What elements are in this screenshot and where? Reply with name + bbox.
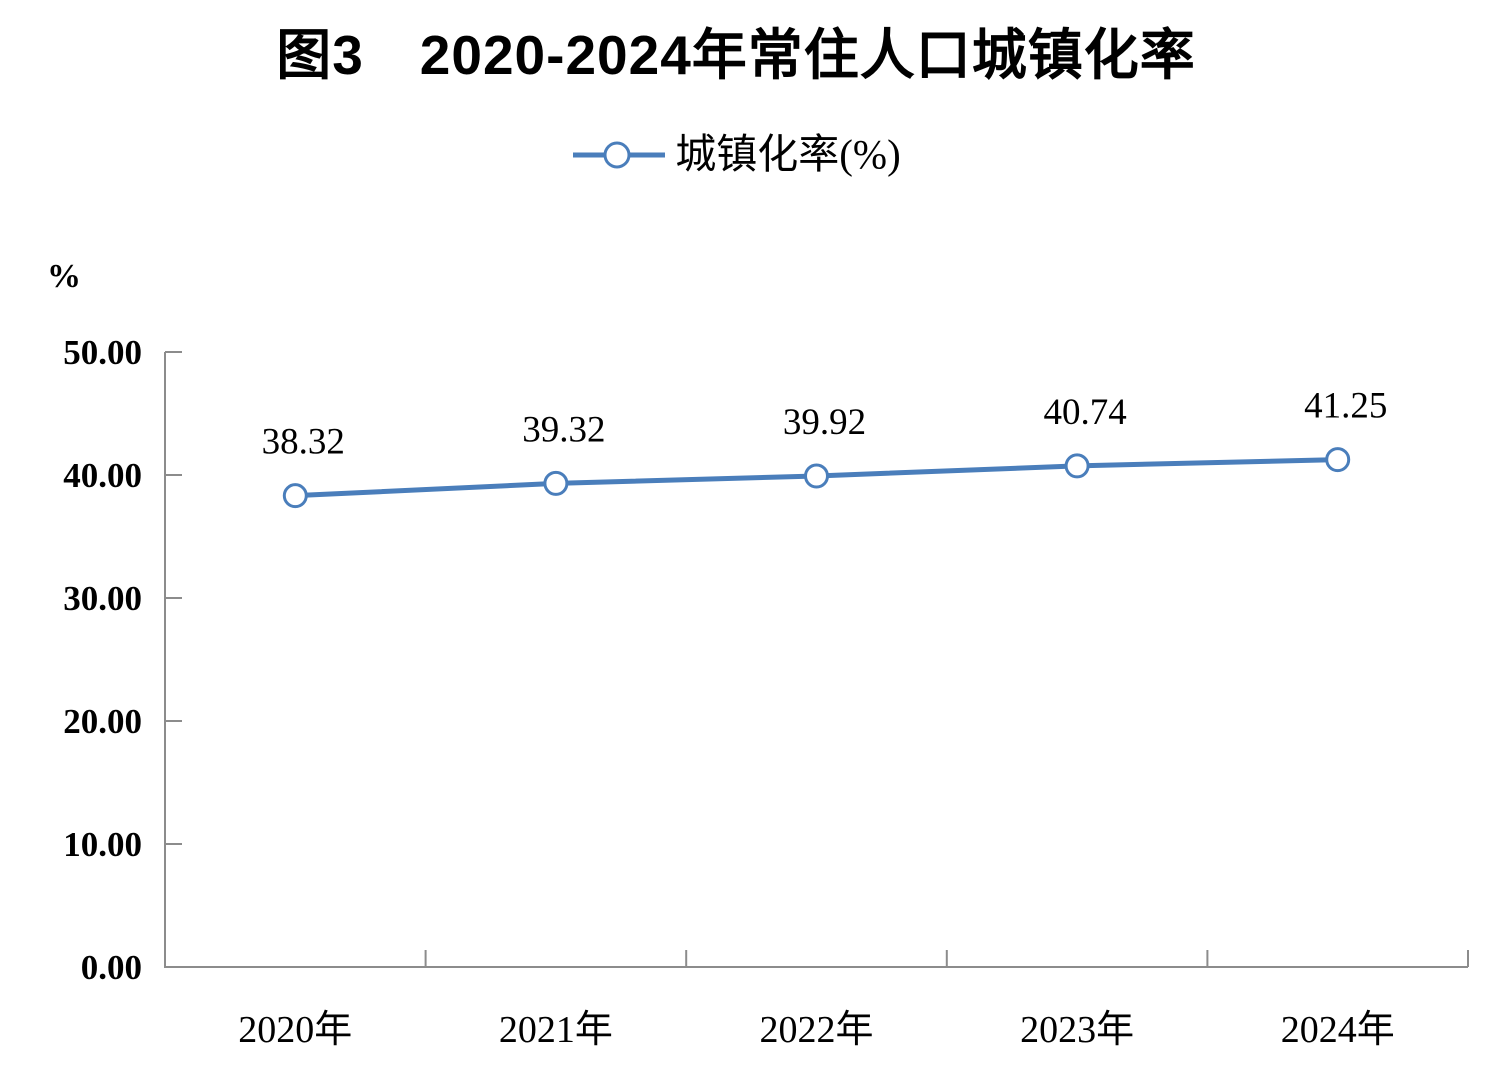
svg-text:39.92: 39.92 [783, 402, 866, 443]
svg-text:40.00: 40.00 [63, 456, 142, 495]
series-line-and-markers [282, 447, 1351, 509]
legend: 城镇化率(%) [0, 134, 1486, 175]
data-point-labels: 38.32 39.32 39.92 40.74 41.25 [262, 386, 1388, 463]
svg-text:39.32: 39.32 [522, 409, 605, 450]
svg-text:50.00: 50.00 [63, 333, 142, 372]
chart-title: 图3 2020-2024年常住人口城镇化率 [276, 24, 1196, 86]
svg-text:10.00: 10.00 [63, 825, 142, 864]
svg-text:41.25: 41.25 [1304, 386, 1387, 427]
svg-text:38.32: 38.32 [262, 422, 345, 463]
y-axis-unit-label: % [47, 258, 81, 295]
svg-text:2020年: 2020年 [238, 1009, 352, 1051]
axes [164, 351, 1469, 968]
legend-line-circle-icon [573, 141, 666, 168]
x-axis-category-labels: 2020年 2021年 2022年 2023年 2024年 [238, 1009, 1394, 1051]
svg-text:2021年: 2021年 [499, 1009, 613, 1051]
svg-text:20.00: 20.00 [63, 702, 142, 741]
legend-series-label: 城镇化率(%) [675, 131, 901, 177]
y-axis-tick-labels: 0.00 10.00 20.00 30.00 40.00 50.00 [63, 333, 142, 987]
svg-text:30.00: 30.00 [63, 579, 142, 618]
svg-text:40.74: 40.74 [1043, 392, 1126, 433]
svg-text:2024年: 2024年 [1281, 1009, 1395, 1051]
svg-text:2023年: 2023年 [1020, 1009, 1134, 1051]
svg-text:2022年: 2022年 [759, 1009, 873, 1051]
svg-text:0.00: 0.00 [81, 948, 142, 987]
